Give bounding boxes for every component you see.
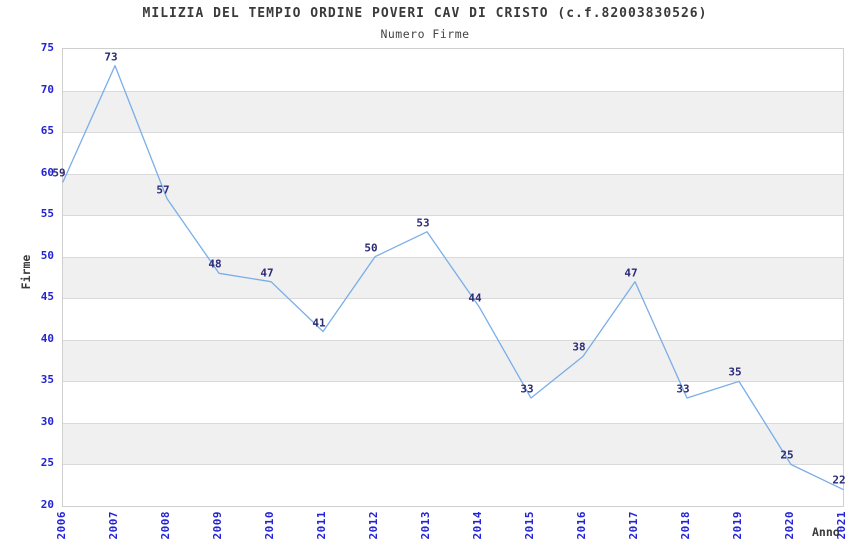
x-tick-label: 2006	[55, 511, 68, 540]
y-tick-label: 60	[40, 165, 54, 179]
x-tick-label: 2015	[523, 511, 536, 540]
x-tick-label: 2008	[159, 511, 172, 540]
plot-area: 59 73 57 48 47 41 50 53 44 33 38 47 33 35 25 22	[52, 48, 846, 507]
point-label: 33	[676, 382, 690, 396]
gridline	[63, 464, 843, 465]
line-series	[62, 64, 844, 491]
point-label: 35	[728, 365, 742, 379]
point-label: 73	[104, 50, 118, 64]
point-label: 57	[156, 183, 170, 197]
x-axis-label: Anno	[812, 525, 840, 539]
x-tick-label: 2010	[263, 511, 276, 540]
shaded-band	[63, 422, 843, 465]
x-tick-label: 2017	[627, 511, 640, 540]
shaded-band	[63, 339, 843, 382]
y-tick-label: 40	[40, 331, 54, 345]
x-tick-label: 2013	[419, 511, 432, 540]
point-label: 47	[624, 266, 638, 280]
series-polyline	[62, 64, 844, 491]
gridline	[63, 91, 843, 92]
shaded-band	[63, 173, 843, 216]
point-label: 44	[468, 291, 482, 305]
gridline	[63, 298, 843, 299]
y-tick-label: 45	[40, 290, 54, 304]
point-label: 22	[832, 473, 846, 487]
y-tick-label: 35	[40, 373, 54, 387]
x-tick-label: 2014	[471, 511, 484, 540]
chart-subtitle: Numero Firme	[380, 27, 470, 41]
shaded-band	[63, 90, 843, 133]
x-tick-label: 2009	[211, 511, 224, 540]
gridline	[63, 340, 843, 341]
y-tick-label: 30	[40, 414, 54, 428]
gridline	[63, 257, 843, 258]
y-tick-label: 65	[40, 124, 54, 138]
x-tick-label: 2018	[679, 511, 692, 540]
point-label: 33	[520, 382, 534, 396]
point-label: 59	[52, 166, 66, 180]
point-label: 47	[260, 266, 274, 280]
point-label: 48	[208, 257, 222, 271]
x-tick-label: 2019	[731, 511, 744, 540]
point-label: 25	[780, 448, 794, 462]
y-tick-label: 75	[40, 41, 54, 54]
point-label: 50	[364, 241, 378, 255]
y-tick-label: 25	[40, 456, 54, 470]
gridline	[63, 381, 843, 382]
gridline	[63, 423, 843, 424]
y-tick-label: 50	[40, 248, 54, 262]
y-tick-label: 20	[40, 498, 54, 511]
y-tick-label: 70	[40, 82, 54, 96]
shaded-band	[63, 256, 843, 299]
point-label: 41	[312, 316, 326, 329]
y-tick-label: 55	[40, 207, 54, 221]
x-tick-label: 2007	[107, 511, 120, 540]
x-tick-label: 2011	[315, 511, 328, 540]
gridline	[63, 132, 843, 133]
point-label: 53	[416, 216, 430, 230]
x-tick-label: 2012	[367, 511, 380, 540]
x-tick-label: 2020	[783, 511, 796, 540]
chart-title: MILIZIA DEL TEMPIO ORDINE POVERI CAV DI …	[142, 6, 708, 21]
gridline	[63, 174, 843, 175]
point-label: 38	[572, 340, 586, 354]
gridline	[63, 215, 843, 216]
x-tick-label: 2016	[575, 511, 588, 540]
